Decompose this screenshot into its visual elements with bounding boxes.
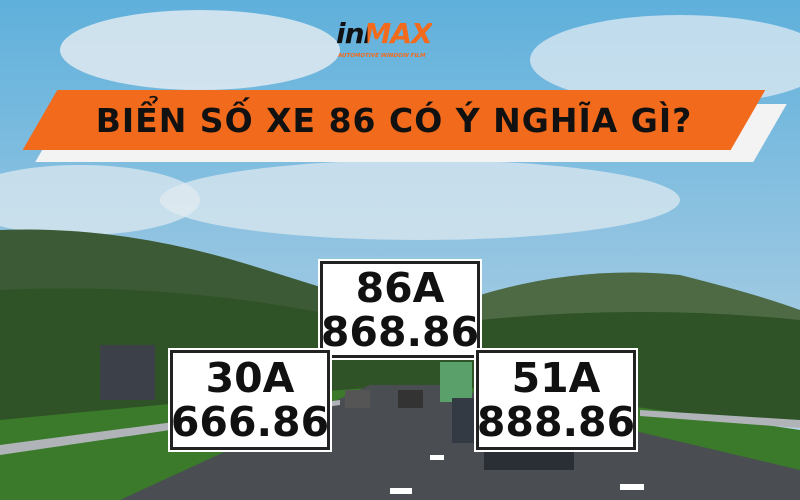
logo-wordmark: inMAX — [336, 17, 433, 50]
license-plate-86a: 86A 868.86 — [318, 259, 482, 360]
plate-line2: 888.86 — [476, 398, 636, 446]
plate-line1: 30A — [205, 354, 295, 402]
plate-line2: 666.86 — [170, 398, 330, 446]
headline: BIỂN SỐ XE 86 CÓ Ý NGHĨA GÌ? — [95, 100, 693, 140]
plate-line1: 86A — [355, 263, 445, 312]
plate-line2: 868.86 — [320, 307, 480, 356]
logo-tagline: AUTOMOTIVE WINDOW FILM — [338, 53, 426, 59]
inmax-logo: inMAX AUTOMOTIVE WINDOW FILM — [336, 20, 466, 62]
plate-line1: 51A — [511, 354, 601, 402]
license-plate-30a: 30A 666.86 — [168, 348, 332, 452]
license-plate-51a: 51A 888.86 — [474, 348, 638, 452]
